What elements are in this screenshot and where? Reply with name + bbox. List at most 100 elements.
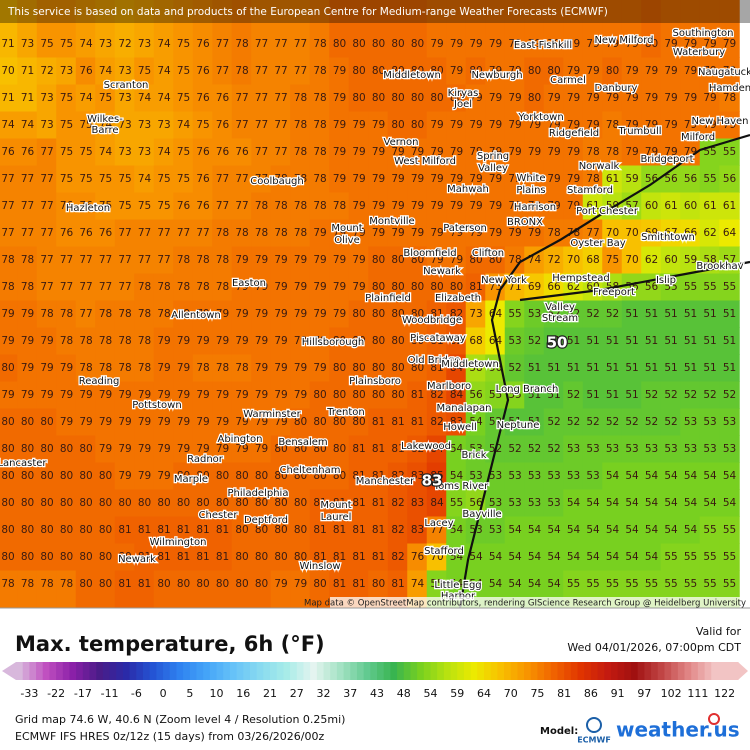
place-label: Paterson bbox=[443, 223, 487, 234]
temperature-cell bbox=[75, 192, 97, 220]
colorbar-cell bbox=[36, 662, 44, 680]
place-label: Mount bbox=[320, 500, 351, 511]
temperature-value: 80 bbox=[196, 470, 209, 482]
temperature-cell bbox=[543, 354, 565, 382]
temperature-cell bbox=[348, 273, 370, 301]
colorbar-cell bbox=[477, 662, 485, 680]
temperature-value: 75 bbox=[99, 200, 112, 212]
temperature-cell bbox=[56, 0, 77, 58]
temperature-value: 80 bbox=[79, 578, 92, 590]
temperature-cell bbox=[212, 543, 233, 571]
temperature-cell bbox=[660, 273, 682, 301]
colorbar-cell bbox=[550, 662, 558, 680]
temperature-value: 80 bbox=[313, 389, 326, 401]
temperature-value: 53 bbox=[469, 470, 482, 482]
place-label: Stream bbox=[542, 313, 578, 324]
temperature-cell bbox=[563, 165, 584, 193]
temperature-value: 77 bbox=[177, 227, 190, 239]
temperature-value: 79 bbox=[372, 146, 385, 158]
temperature-cell bbox=[368, 192, 389, 220]
temperature-value: 79 bbox=[274, 416, 287, 428]
temperature-value: 79 bbox=[294, 254, 307, 266]
temperature-value: 79 bbox=[684, 65, 697, 77]
temperature-cell bbox=[17, 327, 38, 355]
temperature-cell bbox=[134, 192, 155, 220]
temperature-cell bbox=[329, 165, 350, 193]
temperature-cell bbox=[309, 300, 331, 328]
temperature-cell bbox=[582, 381, 604, 409]
temperature-cell bbox=[348, 543, 370, 571]
colorbar-cell bbox=[249, 662, 258, 680]
temperature-value: 80 bbox=[40, 443, 53, 455]
temperature-cell bbox=[114, 381, 136, 409]
temperature-cell bbox=[485, 246, 506, 274]
temperature-cell bbox=[719, 192, 740, 220]
temperature-value: 79 bbox=[372, 173, 385, 185]
temperature-value: 82 bbox=[430, 389, 443, 401]
temperature-value: 81 bbox=[411, 389, 424, 401]
temperature-value: 80 bbox=[99, 524, 112, 536]
temperature-value: 79 bbox=[528, 119, 541, 131]
temperature-value: 79 bbox=[60, 362, 73, 374]
temperature-value: 80 bbox=[1, 524, 14, 536]
temperature-value: 78 bbox=[79, 362, 92, 374]
temperature-value: 79 bbox=[294, 362, 307, 374]
temperature-cell bbox=[621, 435, 643, 463]
temperature-value: 80 bbox=[138, 497, 151, 509]
temperature-cell bbox=[660, 84, 682, 112]
temperature-value: 75 bbox=[157, 173, 170, 185]
temperature-cell bbox=[699, 192, 721, 220]
temperature-value: 78 bbox=[138, 308, 151, 320]
temperature-cell bbox=[270, 84, 292, 112]
temperature-cell bbox=[543, 138, 565, 166]
temperature-value: 52 bbox=[684, 389, 697, 401]
temperature-value: 79 bbox=[547, 200, 560, 212]
place-label: Bayville bbox=[462, 509, 501, 520]
temperature-value: 52 bbox=[703, 389, 716, 401]
temperature-cell bbox=[251, 0, 272, 58]
temperature-value: 79 bbox=[469, 200, 482, 212]
temperature-value: 58 bbox=[469, 362, 482, 374]
temperature-cell bbox=[192, 570, 214, 609]
temperature-value: 51 bbox=[586, 335, 599, 347]
temperature-value: 51 bbox=[567, 335, 580, 347]
temperature-cell bbox=[582, 462, 604, 490]
place-label: Middletown bbox=[383, 70, 441, 81]
temperature-value: 79 bbox=[352, 146, 365, 158]
temperature-cell bbox=[329, 354, 350, 382]
temperature-value: 54 bbox=[606, 470, 620, 482]
temperature-value: 53 bbox=[567, 470, 580, 482]
temperature-value: 79 bbox=[99, 443, 112, 455]
temperature-value: 77 bbox=[21, 227, 34, 239]
place-label: Clifton bbox=[472, 248, 504, 259]
temperature-value: 78 bbox=[235, 362, 248, 374]
colorbar-cell bbox=[122, 662, 131, 680]
temperature-value: 70 bbox=[625, 254, 638, 266]
colorbar-tick-label: 91 bbox=[611, 687, 625, 700]
temperature-cell bbox=[660, 354, 682, 382]
temperature-value: 74 bbox=[177, 119, 191, 131]
temperature-cell bbox=[660, 246, 682, 274]
temperature-value: 79 bbox=[372, 227, 385, 239]
place-label: Cheltenham bbox=[280, 465, 341, 476]
temperature-value: 53 bbox=[547, 470, 560, 482]
temperature-value: 79 bbox=[547, 92, 560, 104]
temperature-cell bbox=[524, 543, 545, 571]
temperature-cell bbox=[699, 489, 721, 517]
temperature-value: 54 bbox=[567, 497, 581, 509]
temperature-value: 79 bbox=[40, 389, 53, 401]
temperature-cell bbox=[543, 435, 565, 463]
temperature-value: 77 bbox=[235, 119, 248, 131]
temperature-value: 77 bbox=[216, 173, 229, 185]
temperature-cell bbox=[348, 57, 370, 85]
temperature-cell bbox=[387, 165, 409, 193]
temperature-cell bbox=[699, 273, 721, 301]
temperature-cell bbox=[212, 570, 233, 609]
temperature-cell bbox=[251, 165, 272, 193]
temperature-value: 54 bbox=[489, 578, 503, 590]
temperature-cell bbox=[309, 273, 331, 301]
temperature-value: 79 bbox=[40, 335, 53, 347]
temperature-cell bbox=[543, 300, 565, 328]
temperature-value: 81 bbox=[352, 524, 365, 536]
temperature-cell bbox=[36, 543, 58, 571]
